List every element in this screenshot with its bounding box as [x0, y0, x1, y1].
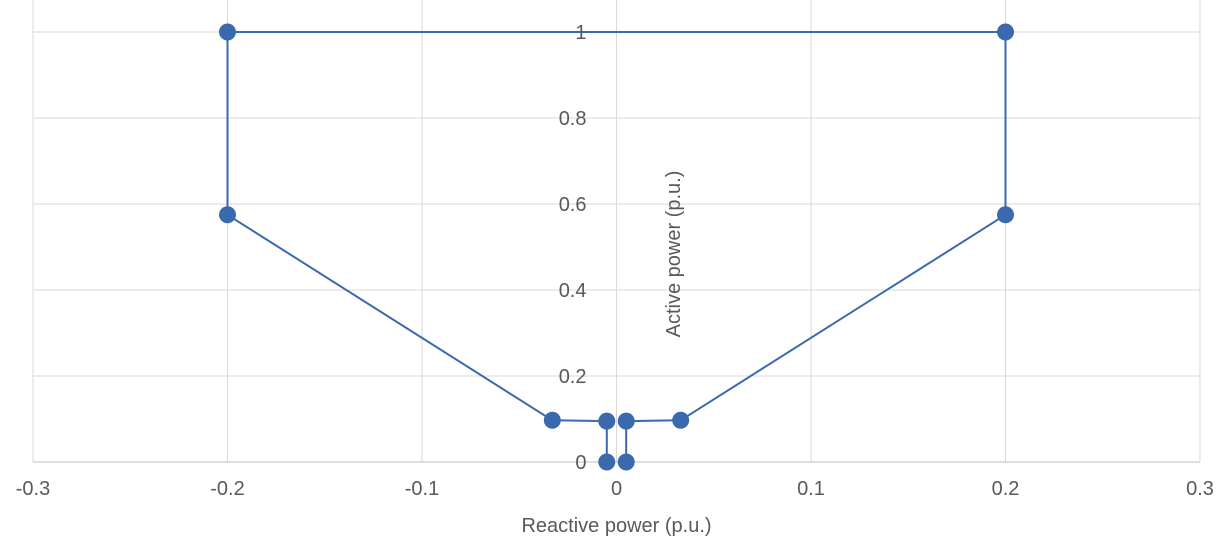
- vertical-gridlines: [32, 0, 1201, 462]
- x-tick-label: 0.1: [797, 478, 825, 500]
- x-tick-label: -0.3: [16, 478, 50, 500]
- data-point: [997, 23, 1014, 41]
- data-point: [543, 411, 561, 429]
- x-tick-label: 0: [611, 478, 622, 500]
- x-axis-title: Reactive power (p.u.): [521, 515, 711, 537]
- data-point: [219, 206, 236, 224]
- data-point: [617, 453, 635, 471]
- x-tick-labels: -0.3 -0.2 -0.1 0 0.1 0.2 0.3: [16, 478, 1214, 500]
- y-tick-label: 0.2: [559, 366, 587, 388]
- y-tick-label: 0.6: [559, 194, 587, 216]
- data-point: [617, 412, 635, 430]
- y-tick-labels: 0 0.2 0.4 0.6 0.8 1: [559, 22, 587, 474]
- data-point: [598, 412, 616, 430]
- data-point: [997, 206, 1014, 224]
- y-tick-label: 0.8: [559, 108, 587, 130]
- x-tick-label: -0.2: [210, 478, 244, 500]
- data-points: [219, 23, 1014, 471]
- x-tick-label: -0.1: [405, 478, 439, 500]
- x-tick-label: 0.3: [1186, 478, 1214, 500]
- y-axis-title: Active power (p.u.): [663, 171, 685, 338]
- y-tick-label: 1: [575, 22, 586, 44]
- data-point: [598, 453, 616, 471]
- data-point: [219, 23, 236, 41]
- series-lines: [226, 31, 1007, 462]
- series-line: [226, 31, 1007, 462]
- x-tick-label: 0.2: [992, 478, 1020, 500]
- data-point: [672, 411, 690, 429]
- y-tick-label: 0: [575, 452, 586, 474]
- y-tick-label: 0.4: [559, 280, 587, 302]
